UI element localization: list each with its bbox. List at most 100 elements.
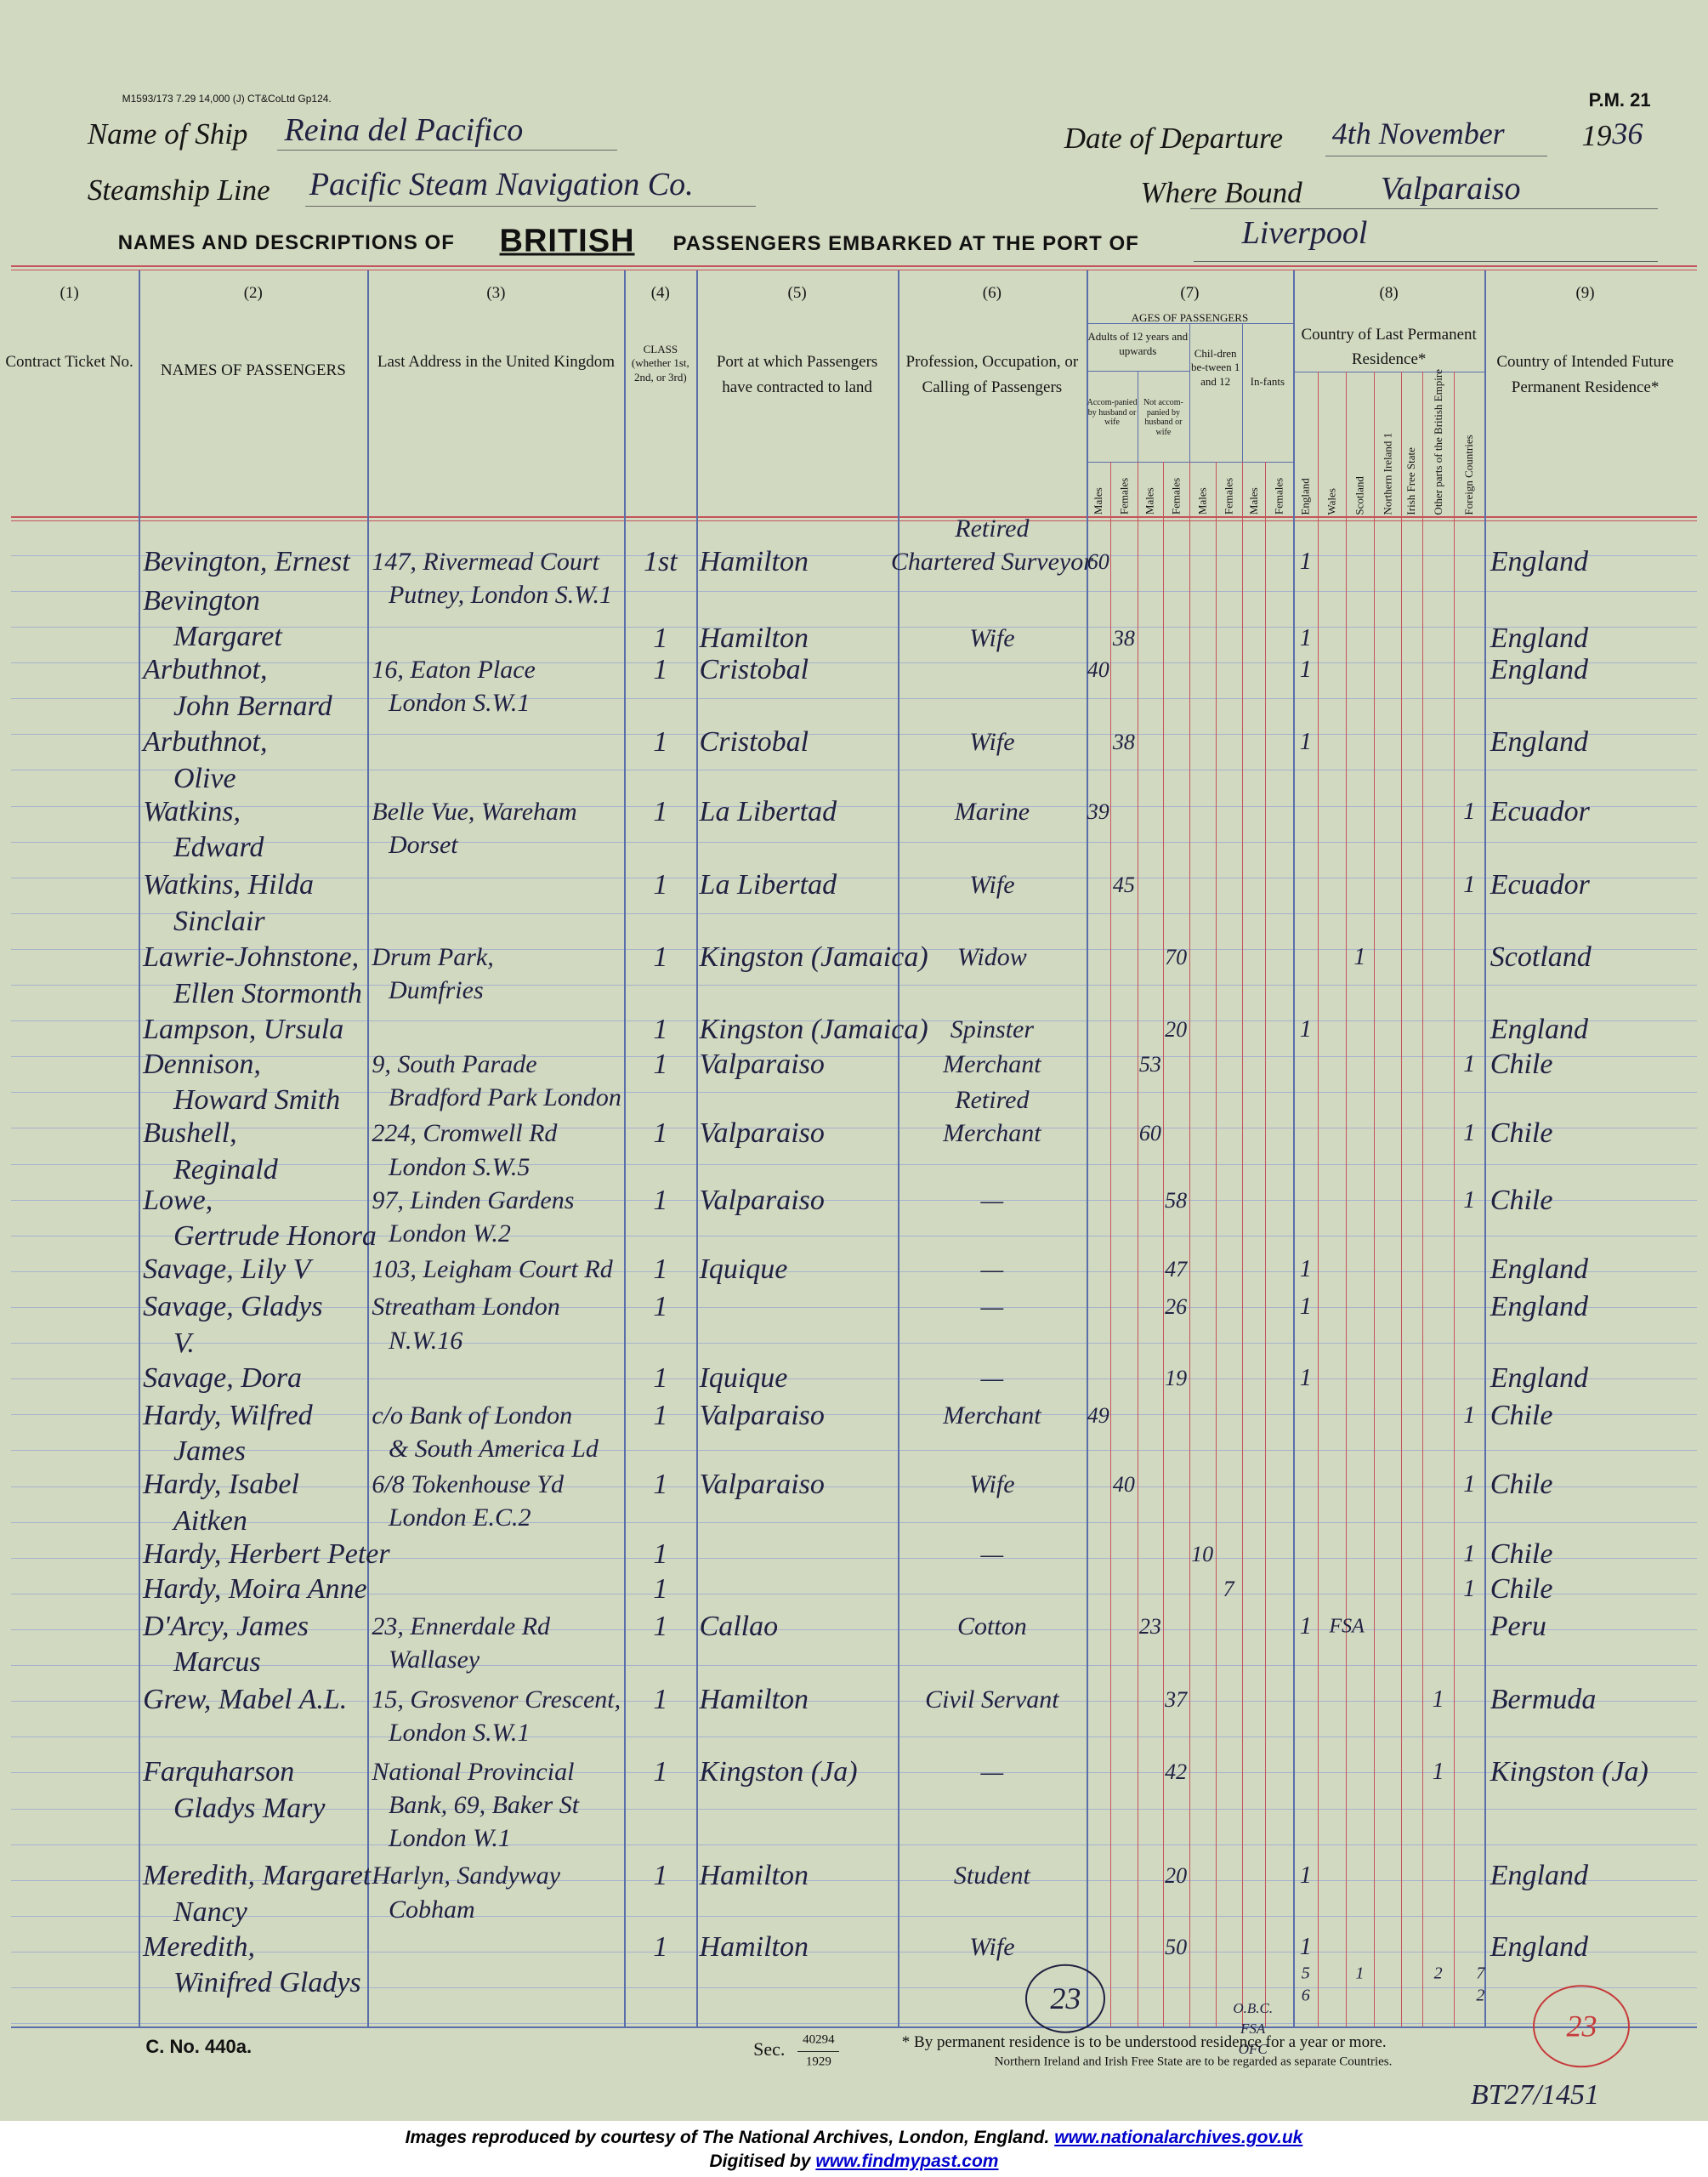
rule-line — [1215, 462, 1217, 2026]
column-label: Last Address in the United Kingdom — [377, 353, 616, 372]
address: Dumfries — [388, 976, 484, 1005]
profession: Chartered Surveyor — [890, 547, 1093, 576]
intended-residence: Chile — [1490, 1469, 1553, 1501]
residence-note: FSA — [1329, 1615, 1365, 1638]
passenger-name: Savage, Dora — [143, 1361, 303, 1394]
age: 60 — [1138, 1121, 1161, 1146]
port: Kingston (Jamaica) — [699, 1013, 928, 1045]
residence-mark: 1 — [1463, 1120, 1476, 1147]
rule-line — [11, 1915, 1697, 1917]
residence-mark: 1 — [1299, 1293, 1312, 1321]
rule-line — [11, 1092, 1697, 1094]
class: 1 — [653, 622, 668, 654]
class: 1 — [653, 1117, 668, 1150]
rule-line — [11, 516, 1697, 519]
residence-mark: 1 — [1299, 657, 1312, 684]
country-label: Northern Ireland 1 — [1380, 432, 1393, 515]
address: c/o Bank of London — [372, 1401, 573, 1430]
rule-line — [11, 1521, 1697, 1523]
archive-reference: BT27/1451 — [1470, 2079, 1600, 2112]
profession: Spinster — [950, 1015, 1035, 1043]
profession: Student — [953, 1862, 1030, 1890]
ship-name: Reina del Pacifico — [284, 112, 524, 149]
age: 38 — [1112, 625, 1135, 651]
field-label: Where Bound — [1140, 175, 1302, 209]
residence-mark: 1 — [1463, 872, 1476, 899]
port: Cristobal — [699, 726, 809, 759]
rule-line — [11, 1701, 1697, 1702]
address: London S.W.5 — [388, 1152, 531, 1181]
intended-residence: Bermuda — [1490, 1684, 1597, 1716]
passenger-name: Bevington — [143, 584, 260, 617]
profession: Cotton — [957, 1611, 1027, 1640]
form-heading: BRITISH — [499, 223, 635, 259]
passenger-name: Farquharson — [143, 1756, 295, 1788]
column-number: (3) — [486, 283, 506, 302]
rule-line — [1484, 270, 1487, 2026]
profession: Wife — [969, 623, 1015, 652]
total: 2 — [1476, 1986, 1485, 2005]
rule-line — [277, 150, 618, 151]
country-label: Irish Free State — [1404, 447, 1418, 515]
class: 1 — [653, 1684, 668, 1716]
intended-residence: England — [1490, 1291, 1588, 1323]
profession: Retired — [955, 514, 1030, 543]
field-label: 19 — [1581, 118, 1612, 152]
class: 1 — [653, 1930, 668, 1963]
class: 1 — [653, 941, 668, 974]
intended-residence: England — [1490, 1253, 1588, 1286]
sec-number: 40294 — [803, 2032, 835, 2047]
office-mark: OFC — [1238, 2041, 1268, 2058]
address: Putney, London S.W.1 — [388, 581, 613, 610]
age: 47 — [1165, 1257, 1188, 1282]
rule-line — [1086, 270, 1088, 2026]
class: 1 — [653, 1291, 668, 1323]
passenger-name: Marcus — [173, 1646, 261, 1679]
address: Bradford Park London — [388, 1083, 621, 1111]
rule-line — [1346, 372, 1348, 2026]
age: 23 — [1138, 1613, 1161, 1639]
rule-line — [11, 1307, 1697, 1309]
port: Valparaiso — [699, 1048, 825, 1080]
rule-line — [11, 1270, 1697, 1272]
column-number: (7) — [1180, 283, 1200, 302]
address: 224, Cromwell Rd — [372, 1119, 558, 1148]
rule-line — [11, 1056, 1697, 1058]
class: 1st — [643, 545, 678, 577]
intended-residence: England — [1490, 654, 1588, 686]
intended-residence: Chile — [1490, 1117, 1553, 1150]
age: 53 — [1138, 1051, 1161, 1077]
passenger-name: Hardy, Wilfred — [143, 1399, 313, 1431]
credit-link[interactable]: www.nationalarchives.gov.uk — [1054, 2128, 1303, 2147]
intended-residence: England — [1490, 545, 1588, 577]
passenger-name: Olive — [173, 762, 236, 794]
rule-line — [696, 270, 699, 2026]
port: Valparaiso — [699, 1399, 825, 1431]
address: Dorset — [388, 830, 458, 859]
passenger-name: Gladys Mary — [173, 1792, 326, 1824]
ages-subheader: Chil-dren be-tween 1 and 12 — [1190, 347, 1240, 388]
class: 1 — [653, 795, 668, 827]
intended-residence: Chile — [1490, 1538, 1553, 1570]
address: 147, Rivermead Court — [372, 547, 599, 576]
passenger-name: Watkins, — [143, 795, 241, 827]
total: 5 — [1301, 1964, 1310, 1983]
rule-line — [11, 554, 1697, 556]
profession: Wife — [969, 871, 1015, 900]
passenger-name: Ellen Stormonth — [173, 977, 362, 1009]
intended-residence: England — [1490, 1930, 1588, 1963]
passenger-name: Aitken — [173, 1504, 247, 1537]
class: 1 — [653, 726, 668, 759]
credit-link[interactable]: www.findmypast.com — [815, 2151, 999, 2171]
address: London W.2 — [388, 1219, 511, 1248]
total: 6 — [1301, 1986, 1310, 2005]
rule-line — [11, 1987, 1697, 1989]
sex-label: Females — [1169, 478, 1183, 515]
port: Iquique — [699, 1361, 788, 1394]
sex-label: Males — [1143, 487, 1156, 515]
port: Valparaiso — [699, 1469, 825, 1501]
rule-line — [1193, 260, 1659, 262]
passenger-name: John Bernard — [173, 690, 332, 722]
age: 19 — [1165, 1365, 1188, 1390]
